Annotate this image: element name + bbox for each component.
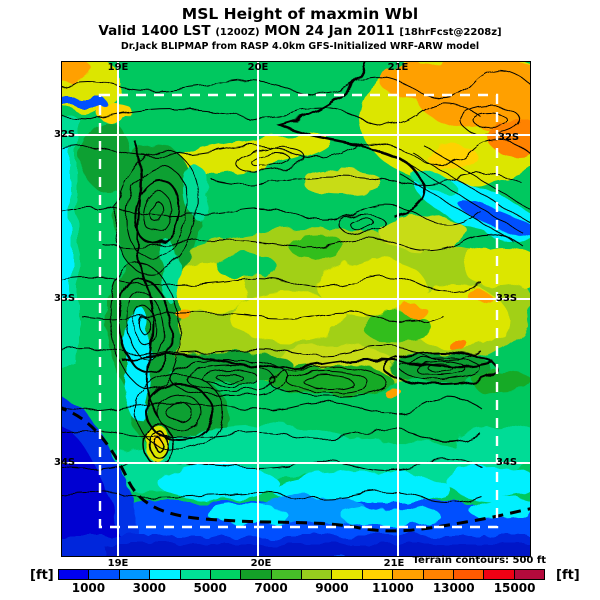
terrain-map [61, 61, 531, 557]
domain-box [98, 93, 499, 529]
axis-label-bottom-21e: 21E [383, 558, 405, 569]
colorbar-segment [59, 570, 89, 579]
colorbar-segment [179, 570, 210, 579]
axis-label-top-19e: 19E [107, 62, 129, 73]
valid-time: Valid 1400 LST [98, 23, 211, 39]
colorbar-tick-label: 15000 [493, 581, 536, 595]
coastline [62, 407, 530, 533]
axis-label-top-21e: 21E [387, 62, 409, 73]
axis-label-right-34s: 34S [496, 457, 518, 468]
axis-label-left-34s: 34S [54, 457, 76, 468]
colorbar-segment [483, 570, 514, 579]
forecast-cycle: [18hrFcst@2208z] [399, 27, 502, 38]
zulu-time: (1200Z) [215, 27, 260, 38]
valid-time-line: Valid 1400 LST (1200Z) MON 24 Jan 2011 [… [0, 23, 600, 39]
colorbar-segment [331, 570, 362, 579]
colorbar-tick-label: 5000 [193, 581, 227, 595]
colorbar-segment [88, 570, 119, 579]
terrain-map-canvas [62, 62, 530, 556]
axis-label-right-33s: 33S [496, 293, 518, 304]
unit-label-right: [ft] [556, 568, 580, 583]
colorbar-tick-label: 11000 [371, 581, 414, 595]
terrain-fill [62, 62, 530, 556]
colorbar-segment [361, 570, 393, 579]
unit-label-left: [ft] [30, 568, 54, 583]
page-title: MSL Height of maxmin Wbl [181, 5, 419, 23]
axis-label-top-20e: 20E [247, 62, 269, 73]
colorbar-tick-label: 9000 [315, 581, 349, 595]
colorbar-tick-label: 13000 [432, 581, 475, 595]
colorbar-segment [452, 570, 484, 579]
colorbar-segment [118, 570, 150, 579]
colorbar-segment [513, 570, 544, 579]
colorbar [58, 569, 545, 580]
colorbar-segment [149, 570, 180, 579]
colorbar-tick-label: 3000 [132, 581, 167, 595]
colorbar-segment [392, 570, 423, 579]
colorbar-segment [301, 570, 332, 579]
axis-label-left-32s: 32S [54, 129, 76, 140]
valid-date: MON 24 Jan 2011 [264, 23, 395, 39]
axis-label-right-32s: 32S [498, 132, 520, 143]
colorbar-tick-label: 1000 [71, 581, 106, 595]
graticule [62, 62, 530, 556]
colorbar-segment [270, 570, 301, 579]
axis-label-bottom-20e: 20E [250, 558, 272, 569]
model-credit-line: Dr.Jack BLIPMAP from RASP 4.0km GFS-Init… [120, 41, 480, 52]
contour-interval-note: Terrain contours: 500 ft [412, 555, 546, 566]
colorbar-segment [240, 570, 271, 579]
colorbar-tick-label: 7000 [254, 581, 288, 595]
axis-label-left-33s: 33S [54, 293, 76, 304]
colorbar-segment [422, 570, 453, 579]
axis-label-bottom-19e: 19E [107, 558, 129, 569]
colorbar-segment [209, 570, 241, 579]
